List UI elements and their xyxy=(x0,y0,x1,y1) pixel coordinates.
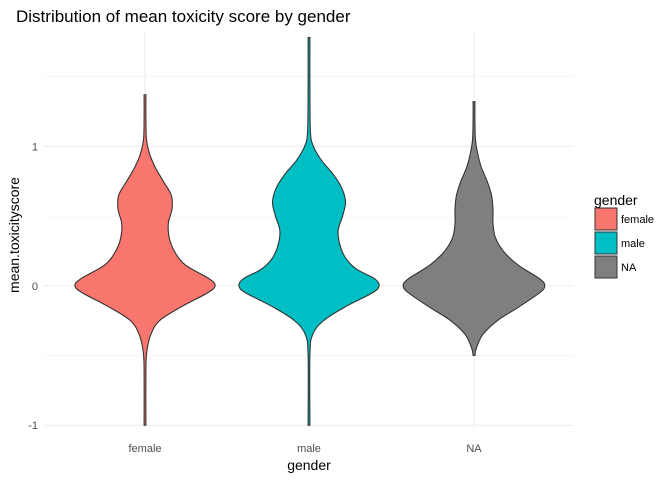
x-tick-label: male xyxy=(297,443,321,455)
x-axis-title: gender xyxy=(287,457,331,473)
y-tick-label: 1 xyxy=(32,141,38,153)
y-tick-label: 0 xyxy=(32,281,38,293)
legend-label: male xyxy=(621,238,645,250)
y-axis-ticks: -1 0 1 xyxy=(28,141,38,432)
x-tick-label: NA xyxy=(466,443,482,455)
violin-na xyxy=(402,101,546,357)
plot-panel xyxy=(44,32,574,428)
legend-title: gender xyxy=(594,192,638,208)
violin-male xyxy=(238,37,380,426)
x-axis-ticks: female male NA xyxy=(128,443,482,455)
legend-key xyxy=(594,231,618,255)
legend: gender female male NA xyxy=(594,192,654,279)
legend-key xyxy=(594,255,618,279)
legend-key xyxy=(594,207,618,231)
violin-female xyxy=(74,94,216,426)
y-tick-label: -1 xyxy=(28,420,38,432)
x-tick-label: female xyxy=(128,443,161,455)
chart-title: Distribution of mean toxicity score by g… xyxy=(16,7,351,26)
violin-series xyxy=(74,37,546,426)
legend-label: female xyxy=(621,214,654,226)
legend-label: NA xyxy=(621,262,637,274)
y-axis-title: mean.toxicityscore xyxy=(6,177,22,293)
